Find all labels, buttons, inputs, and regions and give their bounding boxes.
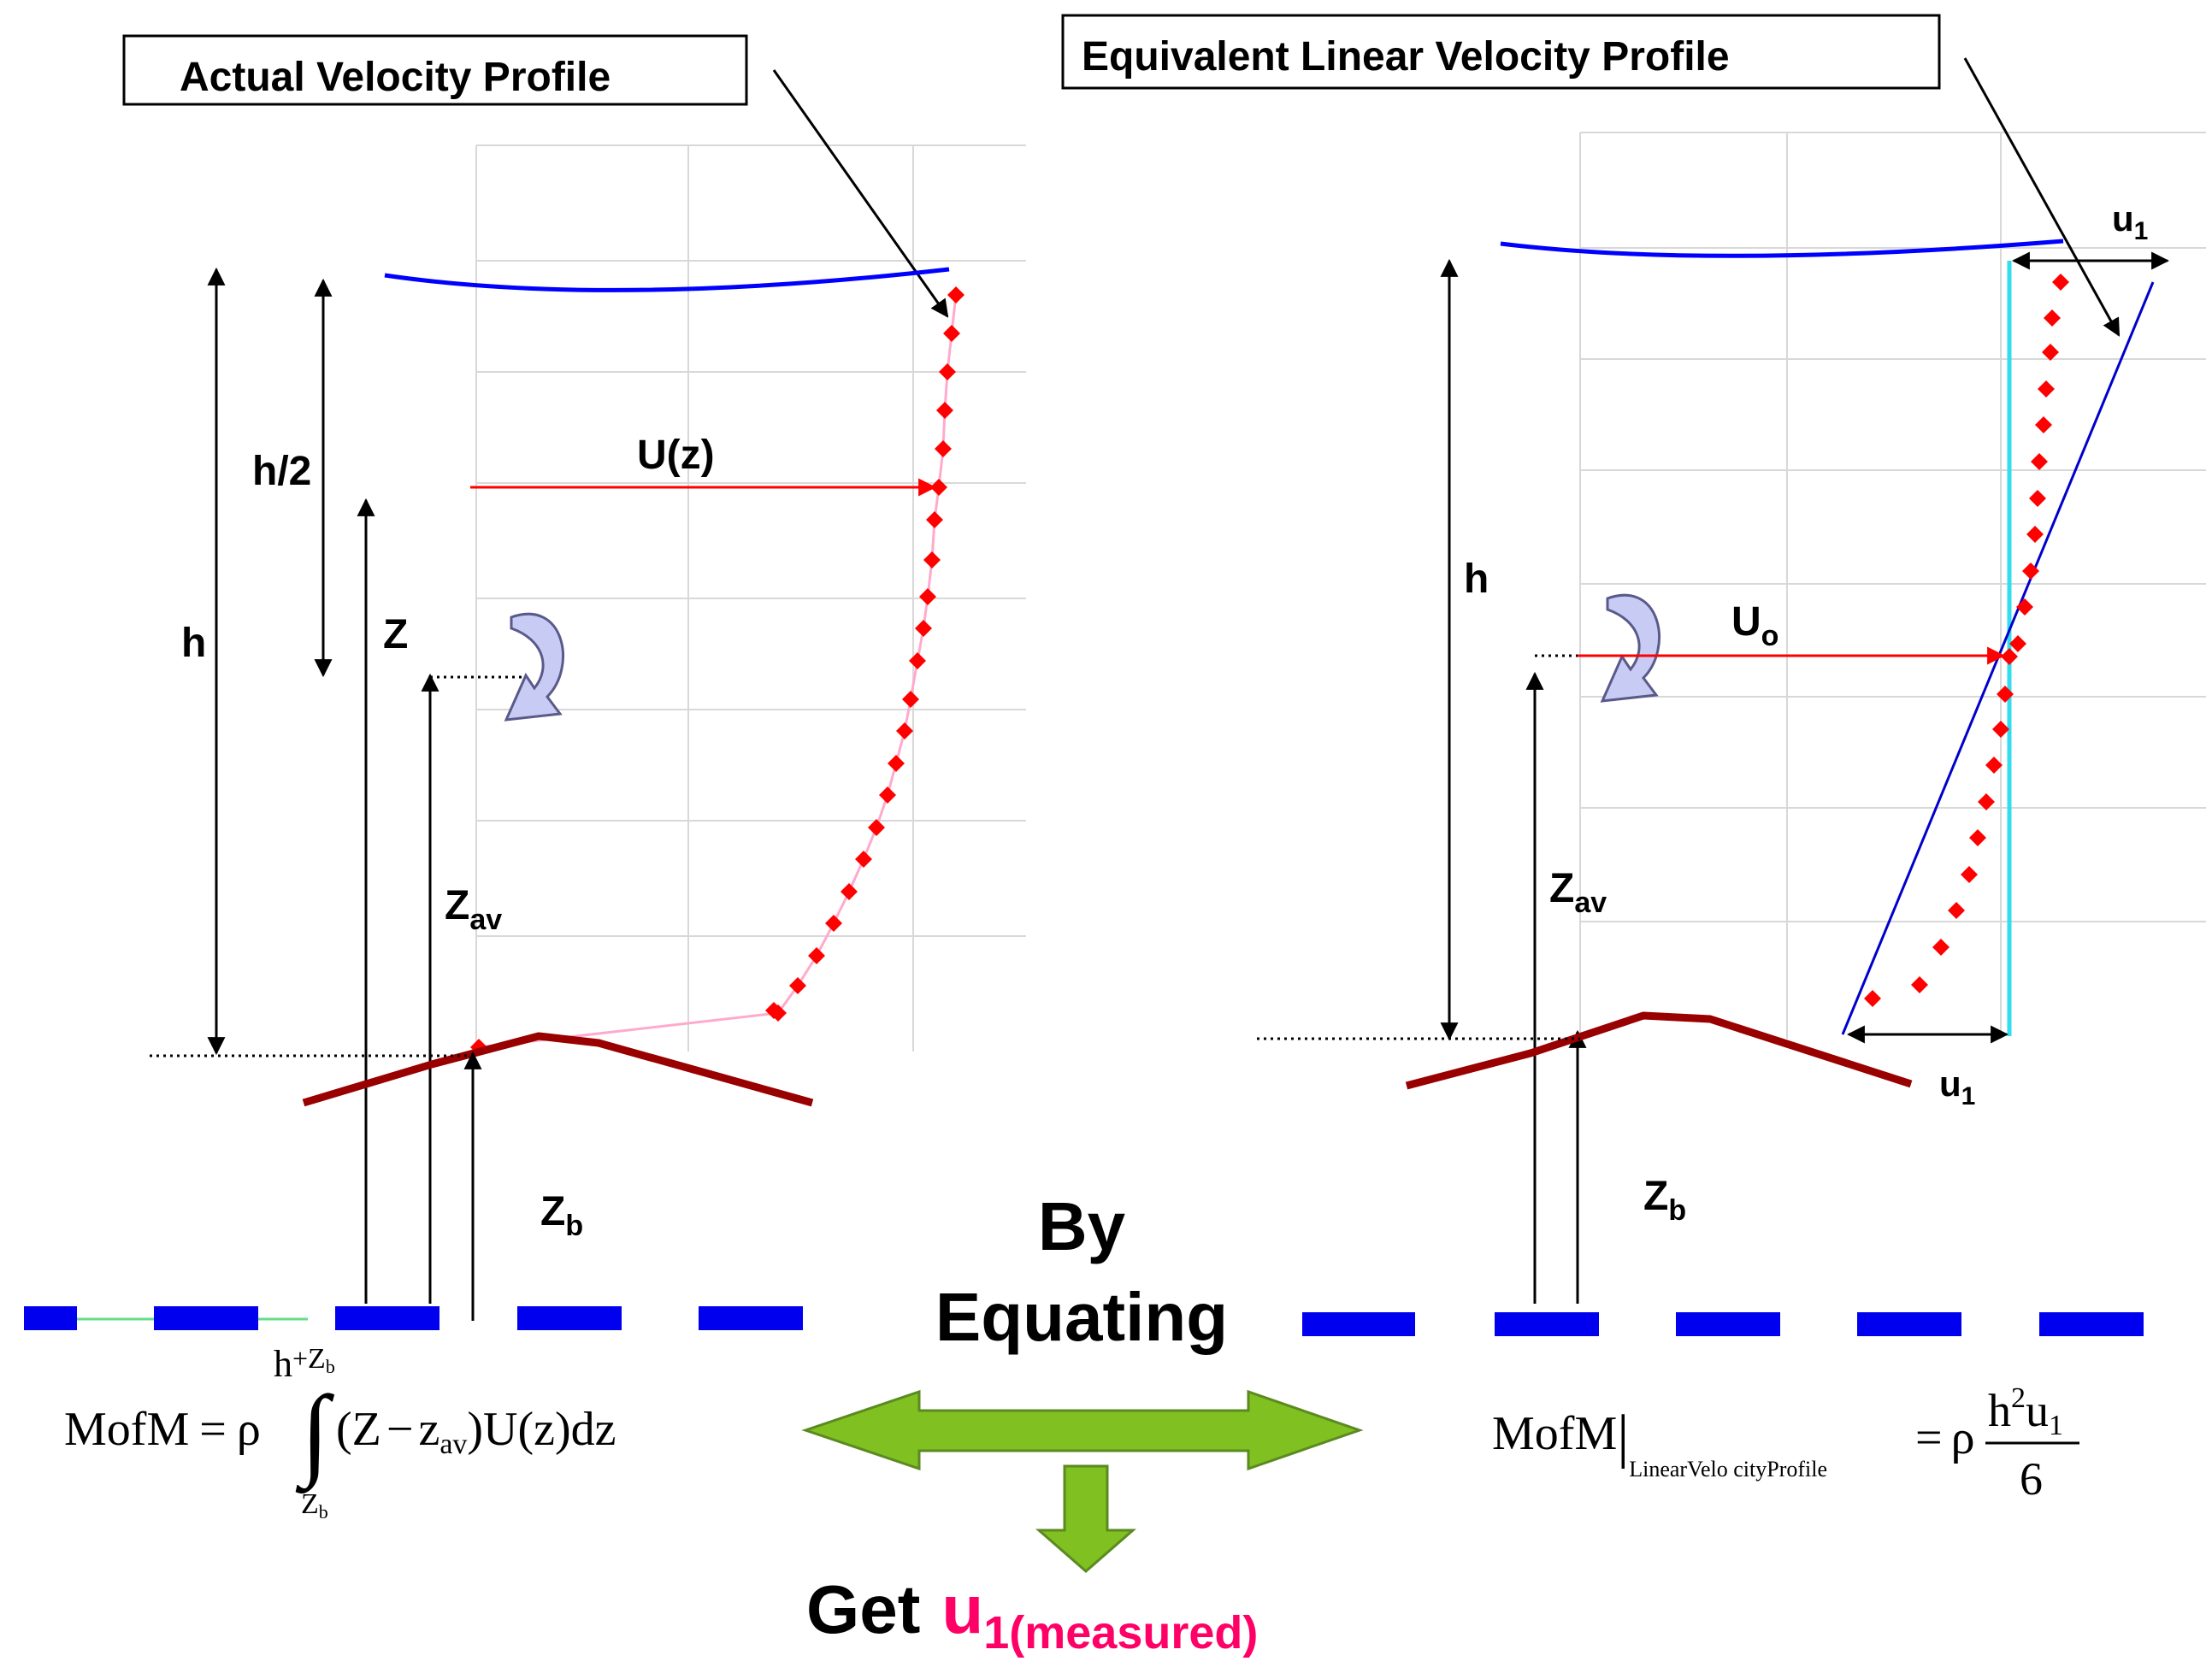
left-profile-point bbox=[930, 479, 947, 496]
left-profile-point bbox=[947, 286, 964, 303]
right-title: Equivalent Linear Velocity Profile bbox=[1082, 34, 1730, 80]
left-profile-point bbox=[936, 402, 953, 419]
left-title-pointer bbox=[772, 69, 949, 318]
result-down-arrow bbox=[1035, 1464, 1136, 1573]
formula-left: MofM = ρ h+Zb ∫ Zb (Z − zav)U(z)dz bbox=[64, 1343, 616, 1523]
right-zb-label: Zb bbox=[1643, 1174, 1686, 1227]
right-profile-point bbox=[1948, 902, 1965, 919]
left-profile-point bbox=[915, 620, 932, 637]
left-h-label: h bbox=[181, 621, 206, 666]
right-profile-point bbox=[2044, 309, 2061, 327]
right-title-pointer bbox=[1963, 57, 2121, 337]
left-title: Actual Velocity Profile bbox=[180, 55, 611, 100]
left-title-box bbox=[122, 34, 748, 106]
right-profile-point bbox=[2038, 380, 2055, 398]
right-h-label: h bbox=[1464, 557, 1489, 602]
right-profile-point bbox=[1992, 721, 2009, 738]
left-profile-point bbox=[789, 977, 806, 994]
left-profile-point bbox=[825, 915, 842, 932]
right-profile-point bbox=[2052, 274, 2069, 291]
formula-right-lhs: MofM|LinearVelo cityProfile bbox=[1492, 1404, 1827, 1482]
formula-left-integral-sign: ∫ bbox=[295, 1375, 335, 1494]
formula-right-numerator: h2u1 bbox=[1988, 1382, 2063, 1441]
left-profile-point bbox=[919, 588, 936, 605]
left-profile-point bbox=[935, 440, 952, 457]
right-profile-point bbox=[2016, 598, 2033, 616]
left-profile-point bbox=[808, 947, 825, 964]
formula-left-lower-limit: Zb bbox=[301, 1488, 328, 1523]
formula-right: MofM|LinearVelo cityProfile = ρ h2u1 6 bbox=[1492, 1382, 2079, 1505]
by-label: By bbox=[1038, 1188, 1126, 1264]
formula-right-equals: = ρ bbox=[1915, 1411, 1975, 1464]
left-profile-point bbox=[868, 819, 885, 836]
formula-right-denominator: 6 bbox=[2020, 1453, 2043, 1505]
right-grid bbox=[1579, 132, 2206, 1039]
left-moment-rotation-icon bbox=[504, 612, 564, 722]
right-profile-point bbox=[2042, 344, 2059, 361]
right-u1-bottom-label: u1 bbox=[1939, 1063, 1975, 1110]
right-bed bbox=[1405, 1011, 1913, 1090]
formula-left-integrand: (Z − zav)U(z)dz bbox=[336, 1403, 616, 1460]
left-profile-point bbox=[943, 325, 960, 342]
right-uo-label: Uo bbox=[1731, 599, 1778, 652]
left-profile-point bbox=[888, 755, 905, 772]
right-profile-point bbox=[2035, 416, 2052, 433]
right-profile-point bbox=[2026, 526, 2044, 543]
right-profile-point bbox=[1911, 976, 1928, 993]
left-profile-point bbox=[939, 363, 956, 380]
right-title-box bbox=[1061, 14, 1941, 90]
right-u1-top-label: u1 bbox=[2112, 198, 2148, 245]
right-profile-point bbox=[2029, 490, 2046, 507]
right-profile-point bbox=[2009, 635, 2026, 652]
left-grid bbox=[475, 144, 1026, 1052]
right-free-surface bbox=[1500, 239, 2064, 258]
left-uz-label: U(z) bbox=[637, 433, 715, 478]
formula-left-lhs: MofM = ρ bbox=[64, 1403, 261, 1456]
equating-double-arrow bbox=[801, 1389, 1364, 1471]
right-profile-point bbox=[2031, 453, 2048, 470]
left-zb-label: Zb bbox=[540, 1189, 583, 1242]
left-profile-point bbox=[923, 551, 941, 568]
left-profile-point bbox=[896, 722, 913, 739]
right-profile-point bbox=[2022, 563, 2039, 580]
right-profile-point bbox=[1997, 686, 2014, 703]
left-bed bbox=[302, 1032, 814, 1107]
left-profile-point bbox=[765, 1002, 782, 1019]
left-h-half-label: h/2 bbox=[252, 449, 311, 494]
right-profile-point bbox=[2001, 648, 2018, 665]
left-profile-point bbox=[909, 652, 926, 669]
reference-datum-line bbox=[24, 1306, 2144, 1336]
left-zav-label: Zav bbox=[445, 883, 502, 936]
left-panel: Actual Velocity Profile h h/2 Z Zav U(z) bbox=[122, 34, 1026, 1321]
right-profile-point bbox=[1985, 757, 2003, 774]
right-zav-label: Zav bbox=[1549, 866, 1607, 919]
left-z-label: Z bbox=[383, 612, 408, 657]
right-profile-point bbox=[1978, 793, 1995, 810]
right-moment-rotation-icon bbox=[1600, 593, 1660, 703]
left-profile-point bbox=[841, 883, 858, 900]
equating-label: Equating bbox=[935, 1279, 1228, 1355]
right-profile-point bbox=[1864, 990, 1881, 1007]
right-profile-point bbox=[1961, 866, 1978, 883]
right-profile-point bbox=[1969, 829, 1986, 846]
get-u1-measured: Get u1(measured) bbox=[806, 1571, 1258, 1658]
left-profile-points bbox=[470, 286, 964, 1056]
formula-left-upper-limit: h+Zb bbox=[274, 1343, 335, 1385]
left-free-surface bbox=[384, 267, 950, 292]
left-profile-point bbox=[879, 786, 896, 804]
left-profile-point bbox=[855, 851, 872, 868]
right-profile-point bbox=[1932, 939, 1950, 956]
right-panel: Equivalent Linear Velocity Profile h Zav… bbox=[1061, 14, 2206, 1304]
right-profile-points bbox=[1864, 274, 2069, 1007]
left-profile-point bbox=[902, 691, 919, 708]
center-block: By Equating Get u1(measured) bbox=[801, 1188, 1364, 1658]
left-profile-point bbox=[926, 511, 943, 528]
